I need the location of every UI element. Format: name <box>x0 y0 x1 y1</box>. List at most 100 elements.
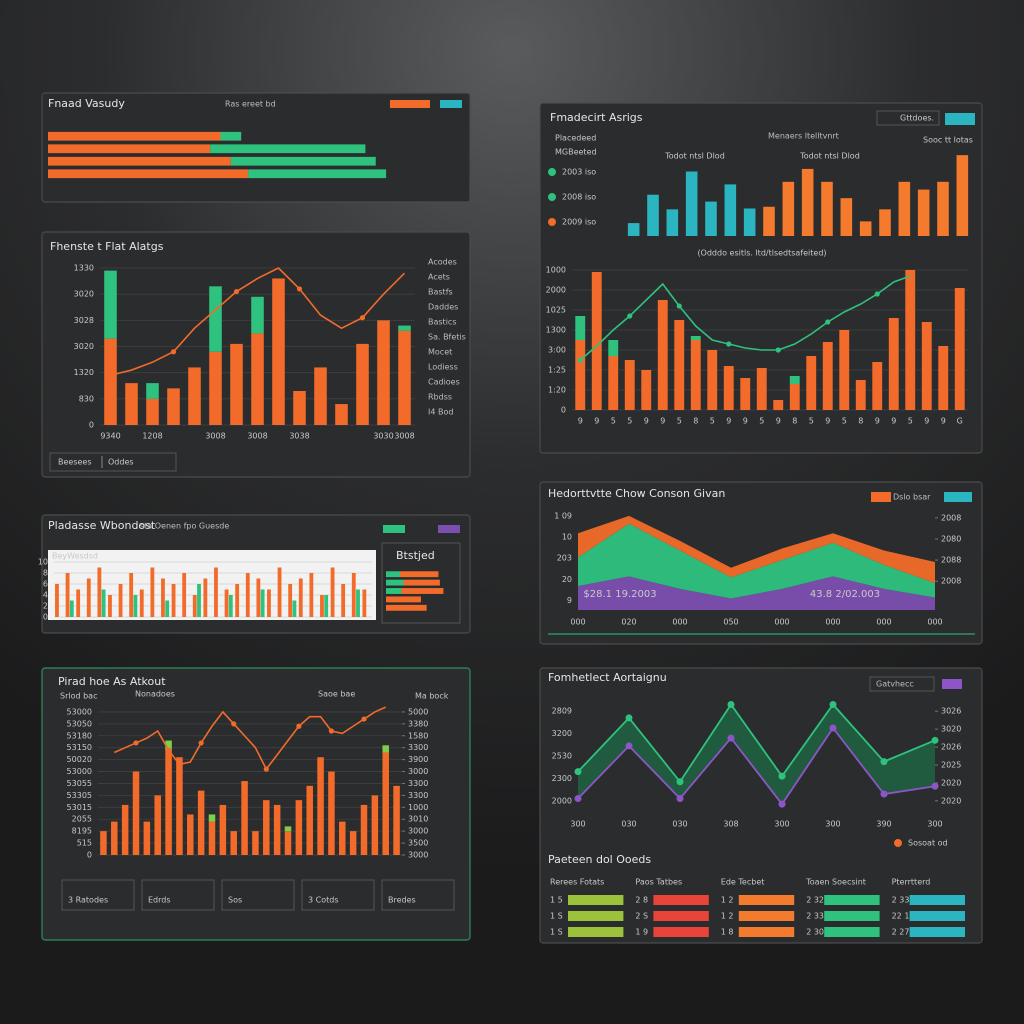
x-tick-label: 5 <box>611 417 616 426</box>
column-header: Toaen Soecsint <box>805 878 866 887</box>
bar <box>252 831 259 855</box>
footer-card <box>61 879 135 911</box>
legend-label: Gatvhecc <box>876 680 914 689</box>
bar <box>917 189 930 236</box>
bar <box>208 821 216 855</box>
bar <box>591 272 602 410</box>
side-label: Sa. Bfetis <box>428 333 466 342</box>
column-header: Ede Tecbet <box>721 878 765 887</box>
bar <box>724 184 737 236</box>
bar <box>624 360 635 410</box>
bar <box>356 343 369 425</box>
x-tick-label: 300 <box>927 820 942 829</box>
bar <box>139 589 144 617</box>
bar <box>608 356 619 410</box>
bar <box>674 320 685 410</box>
line-marker <box>577 357 583 363</box>
bar <box>386 571 400 578</box>
bar <box>101 589 106 617</box>
bar <box>314 367 327 425</box>
y2-tick-label: 2008 <box>941 513 961 522</box>
bar <box>789 384 800 410</box>
line-marker <box>625 714 633 722</box>
bar <box>154 795 161 855</box>
y2-tick-label: 3010 <box>408 815 428 824</box>
progress-bar <box>909 927 965 937</box>
line-marker <box>874 291 880 297</box>
column-header: Pterrtterd <box>892 878 931 887</box>
y2-tick-label: 2088 <box>941 556 961 565</box>
chart-title: Hedorttvtte Chow Conson Givan <box>548 487 725 500</box>
bar <box>182 573 187 617</box>
x-tick-label: 030 <box>621 820 636 829</box>
y-tick-label: 0 <box>43 613 48 622</box>
line-marker <box>231 721 237 727</box>
inset-frame <box>381 542 461 624</box>
y-tick-label: 2000 <box>552 796 572 805</box>
line-marker <box>361 716 367 722</box>
y-tick-label: 515 <box>77 839 92 848</box>
plot-label: BeyWesdsd <box>52 552 98 561</box>
line-marker <box>627 313 633 319</box>
bar <box>214 567 218 617</box>
bar <box>938 346 949 410</box>
bar <box>666 209 679 236</box>
x-tick-label: 9 <box>660 417 665 426</box>
x-tick-label: 000 <box>570 618 585 627</box>
legend-dot <box>894 839 902 847</box>
annotation: Sosoat od <box>908 839 948 848</box>
bar <box>879 209 891 236</box>
legend-label: Dslo bsar <box>893 493 931 502</box>
x-tick-label: 9 <box>594 417 599 426</box>
y2-tick-label: 2080 <box>941 534 961 543</box>
bar <box>855 380 866 410</box>
footer-card <box>221 879 295 911</box>
bar <box>48 131 221 141</box>
footer-card <box>381 879 455 911</box>
y-tick-label: 10 <box>38 558 48 567</box>
bar <box>328 771 335 855</box>
row-label: 1 8 <box>721 928 734 937</box>
bar <box>76 589 81 617</box>
bar <box>657 300 668 410</box>
bar <box>146 383 159 399</box>
x-tick-label: 9 <box>924 417 929 426</box>
row-label: 1 2 <box>721 896 734 905</box>
bar <box>230 343 243 425</box>
x-tick-label: 1208 <box>142 432 162 441</box>
bar <box>349 831 357 855</box>
bar <box>288 584 293 617</box>
bar <box>167 388 180 425</box>
y-tick-label: 4 <box>43 591 48 600</box>
progress-bar <box>909 911 965 921</box>
line <box>579 275 911 361</box>
y-tick-label: 1:20 <box>548 386 566 395</box>
bar <box>100 831 107 855</box>
line-marker <box>359 315 366 321</box>
y2-tick-label: 2026 <box>941 743 961 752</box>
x-tick-label: 9 <box>825 417 830 426</box>
chart-subtitle: sta Oenen fpo Guesde <box>140 522 229 531</box>
bar <box>763 206 775 236</box>
bar <box>360 804 368 855</box>
x-tick-label: 030 <box>672 820 687 829</box>
bar <box>641 370 652 410</box>
x-tick-label: 020 <box>621 618 636 627</box>
bar <box>806 356 817 410</box>
bar <box>822 342 833 410</box>
x-tick-label: 5 <box>809 417 814 426</box>
bar <box>203 578 208 617</box>
x-tick-label: 300 <box>774 820 789 829</box>
bar <box>872 362 883 410</box>
progress-bar <box>824 911 880 921</box>
x-tick-label: 9 <box>743 417 748 426</box>
chart-title: Pladasse Wbondost <box>48 519 156 532</box>
footer-label: Oddes <box>108 458 134 467</box>
column-header: Rerees Fotats <box>550 878 604 887</box>
progress-bar <box>738 927 795 937</box>
bar <box>723 366 734 410</box>
annotation: $28.1 19.2003 <box>583 589 656 600</box>
y-tick-label: 50020 <box>67 755 92 764</box>
bar <box>48 144 211 154</box>
